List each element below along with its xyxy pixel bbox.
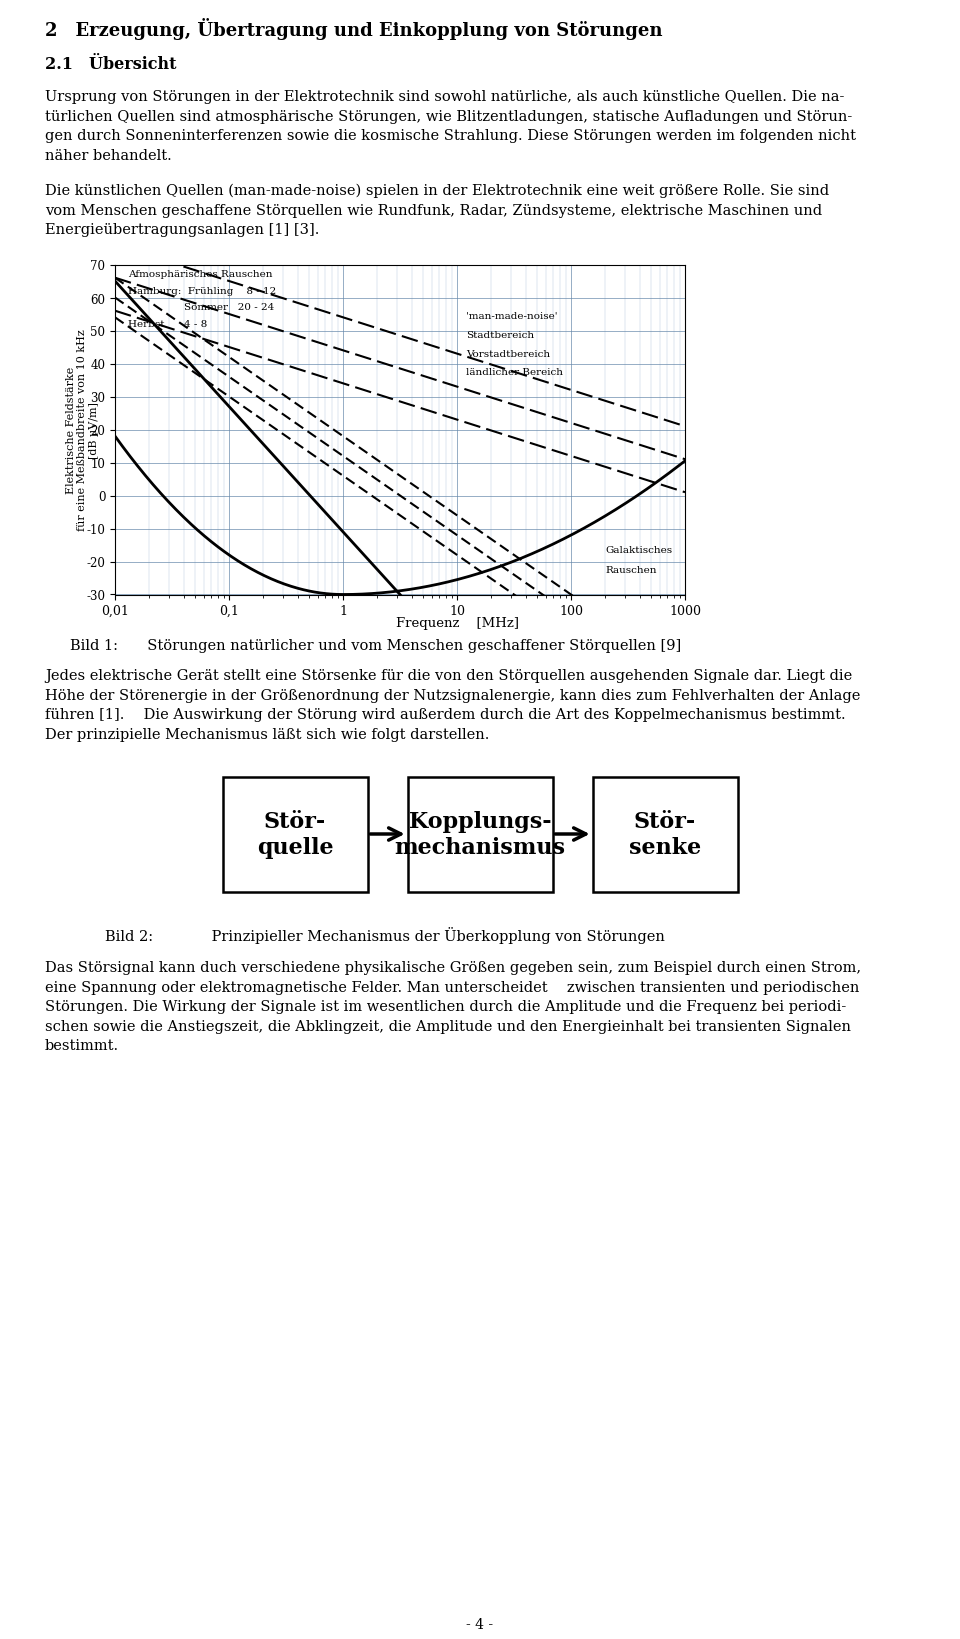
Text: Stör-
quelle: Stör- quelle [256,811,333,859]
Text: 'man-made-noise': 'man-made-noise' [466,311,558,321]
Text: Stör-
senke: Stör- senke [629,811,701,859]
Text: vom Menschen geschaffene Störquellen wie Rundfunk, Radar, Zündsysteme, elektrisc: vom Menschen geschaffene Störquellen wie… [45,203,822,218]
Text: - 4 -: - 4 - [467,1618,493,1631]
Text: Bild 2:    Prinzipieller Mechanismus der Überkopplung von Störungen: Bild 2: Prinzipieller Mechanismus der Üb… [105,928,665,944]
Bar [407,777,553,892]
Text: 2 Erzeugung, Übertragung und Einkopplung von Störungen: 2 Erzeugung, Übertragung und Einkopplung… [45,18,662,39]
Bar [592,777,737,892]
Text: Rauschen: Rauschen [606,565,657,574]
Text: Bild 1:  Störungen natürlicher und vom Menschen geschaffener Störquellen [9]: Bild 1: Störungen natürlicher und vom Me… [70,639,682,652]
Text: Kopplungs-
mechanismus: Kopplungs- mechanismus [395,811,565,859]
Text: Sommer   20 - 24: Sommer 20 - 24 [183,303,274,313]
Y-axis label: Elektrische Feldstärke
für eine Meßbandbreite von 10 kHz
[dB µV/m]: Elektrische Feldstärke für eine Meßbandb… [65,329,99,531]
Text: Der prinzipielle Mechanismus läßt sich wie folgt darstellen.: Der prinzipielle Mechanismus läßt sich w… [45,728,490,741]
Text: 2.1 Übersicht: 2.1 Übersicht [45,56,177,74]
Text: näher behandelt.: näher behandelt. [45,149,172,162]
Text: Jedes elektrische Gerät stellt eine Störsenke für die von den Störquellen ausgeh: Jedes elektrische Gerät stellt eine Stör… [45,669,852,683]
Text: bestimmt.: bestimmt. [45,1039,119,1052]
Text: schen sowie die Anstiegszeit, die Abklingzeit, die Amplitude und den Energieinha: schen sowie die Anstiegszeit, die Abklin… [45,1019,851,1033]
Text: ländlicher Bereich: ländlicher Bereich [466,367,563,377]
Text: Herbst      4 - 8: Herbst 4 - 8 [128,320,207,329]
Text: Stadtbereich: Stadtbereich [466,331,534,341]
Text: Frequenz    [MHz]: Frequenz [MHz] [396,618,518,629]
Text: Höhe der Störenergie in der Größenordnung der Nutzsignalenergie, kann dies zum F: Höhe der Störenergie in der Größenordnun… [45,688,860,703]
Text: Galaktisches: Galaktisches [606,546,672,554]
Text: führen [1].  Die Auswirkung der Störung wird außerdem durch die Art des Koppelme: führen [1]. Die Auswirkung der Störung w… [45,708,846,723]
Text: türlichen Quellen sind atmosphärische Störungen, wie Blitzentladungen, statische: türlichen Quellen sind atmosphärische St… [45,110,852,123]
Text: Die künstlichen Quellen (man-made-noise) spielen in der Elektrotechnik eine weit: Die künstlichen Quellen (man-made-noise)… [45,184,829,198]
Text: Vorstadtbereich: Vorstadtbereich [466,349,550,359]
Text: Das Störsignal kann duch verschiedene physikalische Größen gegeben sein, zum Bei: Das Störsignal kann duch verschiedene ph… [45,960,861,975]
Text: eine Spannung oder elektromagnetische Felder. Man unterscheidet  zwischen transi: eine Spannung oder elektromagnetische Fe… [45,980,859,995]
Text: Störungen. Die Wirkung der Signale ist im wesentlichen durch die Amplitude und d: Störungen. Die Wirkung der Signale ist i… [45,1000,847,1015]
Bar [223,777,368,892]
Text: Hamburg:  Frühling    8 - 12: Hamburg: Frühling 8 - 12 [128,287,276,295]
Text: Energieübertragungsanlagen [1] [3].: Energieübertragungsanlagen [1] [3]. [45,223,320,238]
Text: Ursprung von Störungen in der Elektrotechnik sind sowohl natürliche, als auch kü: Ursprung von Störungen in der Elektrotec… [45,90,845,103]
Text: Afmosphärisches Rauschen: Afmosphärisches Rauschen [128,270,273,279]
Text: gen durch Sonneninterferenzen sowie die kosmische Strahlung. Diese Störungen wer: gen durch Sonneninterferenzen sowie die … [45,129,856,143]
